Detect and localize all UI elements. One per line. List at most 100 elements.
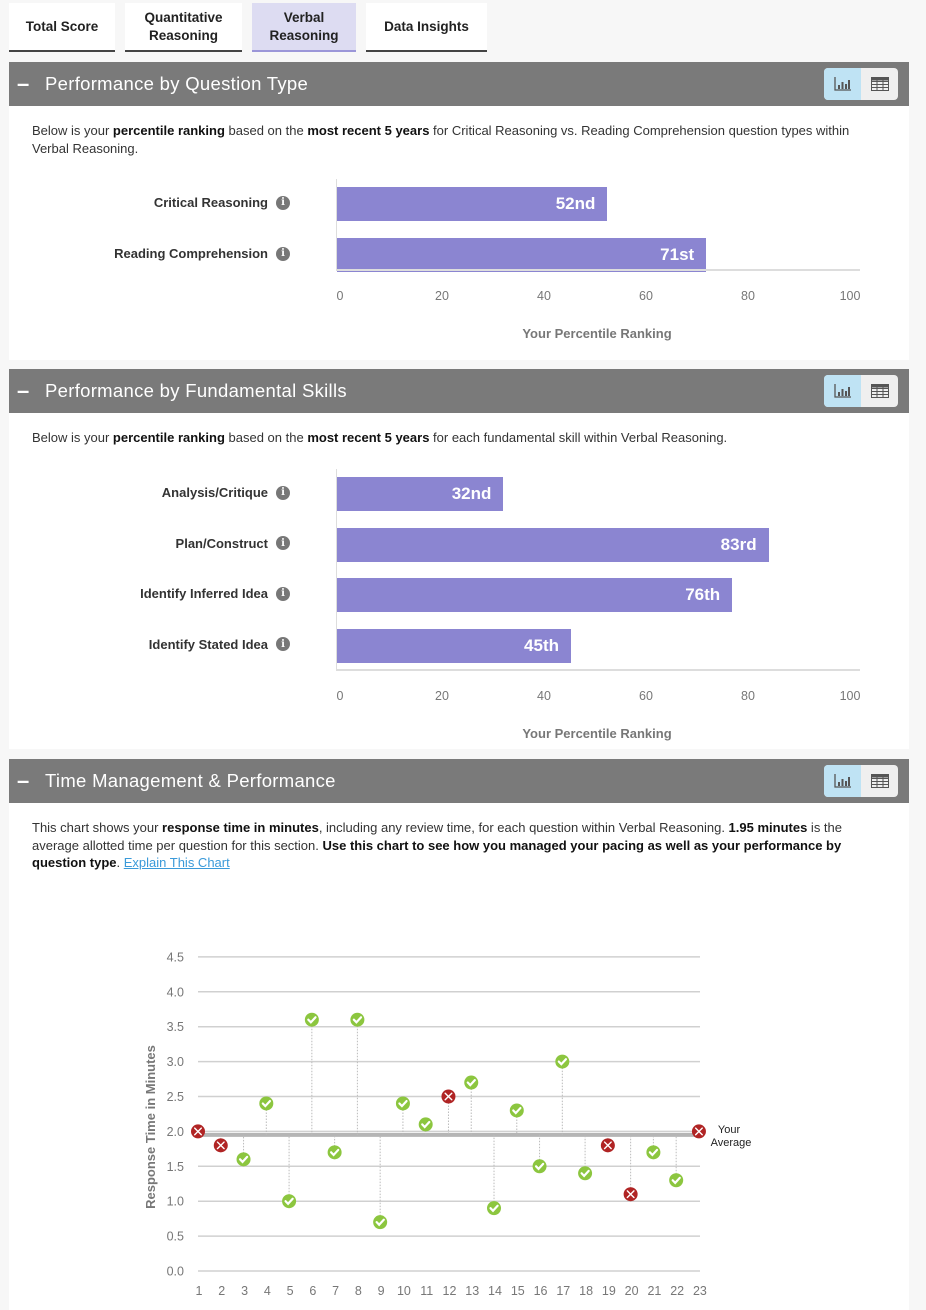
x-axis-line <box>336 269 860 271</box>
x-circle-icon[interactable] <box>441 1089 456 1104</box>
desc-text: . <box>116 855 124 870</box>
chart-view-button[interactable] <box>824 765 861 797</box>
check-circle-icon[interactable] <box>282 1194 297 1209</box>
x-tick-label: 22 <box>670 1284 684 1298</box>
table-grid-icon <box>870 77 889 91</box>
x-circle-icon[interactable] <box>213 1138 228 1153</box>
collapse-button[interactable]: – <box>17 768 30 793</box>
fundamental-skills-chart: Analysis/Critique i 32nd Plan/Construct i 83r… <box>9 369 909 749</box>
info-circle-icon[interactable]: i <box>276 485 290 500</box>
average-label: Average <box>711 1137 752 1149</box>
bar-label-text: Identify Stated Idea <box>148 636 268 652</box>
x-tick-label: 8 <box>355 1284 362 1298</box>
x-tick-label: 16 <box>534 1284 548 1298</box>
x-tick-label: 80 <box>741 289 755 303</box>
table-view-button[interactable] <box>861 68 898 100</box>
check-circle-icon[interactable] <box>373 1215 388 1230</box>
x-tick-label: 2 <box>218 1284 225 1298</box>
tab-verbal-reasoning[interactable]: Verbal Reasoning <box>252 3 356 52</box>
check-circle-icon[interactable] <box>578 1166 593 1181</box>
panel-description: This chart shows your response time in m… <box>9 803 909 872</box>
check-circle-icon[interactable] <box>532 1159 547 1174</box>
x-tick-label: 40 <box>537 289 551 303</box>
x-tick-label: 100 <box>839 289 861 303</box>
desc-bold: Use this chart to see how you managed yo… <box>32 837 842 871</box>
x-tick-label: 60 <box>639 689 653 703</box>
panel-title: Time Management & Performance <box>45 770 336 791</box>
panel-fundamental-skills: – Performance by Fundamental Skills Belo… <box>9 369 909 749</box>
x-tick-label: 0 <box>336 289 344 303</box>
desc-text: for each fundamental skill within Verbal… <box>429 430 728 445</box>
info-circle-icon[interactable]: i <box>276 246 290 261</box>
x-circle-icon[interactable] <box>191 1124 205 1139</box>
info-circle-icon[interactable]: i <box>276 586 290 601</box>
bar-label: Identify Stated Idea i <box>149 637 290 652</box>
check-circle-icon[interactable] <box>464 1075 479 1090</box>
x-tick-label: 10 <box>397 1284 411 1298</box>
info-circle-icon[interactable]: i <box>276 536 290 550</box>
check-circle-icon[interactable] <box>327 1145 342 1160</box>
x-tick-label: 7 <box>332 1284 339 1298</box>
check-circle-icon[interactable] <box>304 1012 319 1027</box>
x-tick-label: 20 <box>435 289 449 303</box>
bar: 76th <box>337 578 733 612</box>
desc-bold: percentile ranking <box>112 123 225 138</box>
panel-title: Performance by Question Type <box>45 73 309 94</box>
check-circle-icon[interactable] <box>418 1117 433 1132</box>
x-tick-label: 19 <box>602 1284 616 1298</box>
check-circle-icon[interactable] <box>395 1096 410 1111</box>
x-tick-label: 60 <box>639 289 653 303</box>
view-toggle <box>824 68 898 100</box>
check-circle-icon[interactable] <box>259 1096 274 1111</box>
collapse-button[interactable]: – <box>17 71 30 96</box>
x-axis-line <box>336 669 860 671</box>
desc-bold: most recent 5 years <box>307 123 430 138</box>
y-tick-label: 2.5 <box>167 1090 184 1104</box>
bar-chart-icon <box>833 774 851 788</box>
desc-text: based on the <box>224 123 308 138</box>
view-toggle <box>824 765 898 797</box>
check-circle-icon[interactable] <box>236 1152 251 1167</box>
section-tabs: Total Score Quantitative Reasoning Verba… <box>9 3 487 52</box>
check-circle-icon[interactable] <box>669 1173 684 1188</box>
info-circle-icon[interactable]: i <box>276 195 290 210</box>
table-view-button[interactable] <box>861 765 898 797</box>
bar-data-label: 45th <box>524 635 559 655</box>
desc-text: This chart shows your <box>32 820 163 835</box>
x-axis-title: Your Percentile Ranking <box>522 326 672 341</box>
panel-question-type: – Performance by Question Type Below is … <box>9 62 909 360</box>
x-tick-label: 17 <box>556 1284 570 1298</box>
panel-time-management: – Time Management & Performance This cha… <box>9 759 909 1310</box>
bar: 71st <box>337 238 707 272</box>
check-circle-icon[interactable] <box>555 1054 570 1069</box>
x-circle-icon[interactable] <box>691 1124 706 1139</box>
x-tick-label: 20 <box>625 1284 639 1298</box>
info-circle-icon[interactable]: i <box>276 637 290 651</box>
chart-view-button[interactable] <box>824 375 861 407</box>
bar-label-text: Plan/Construct <box>175 535 268 551</box>
tab-data-insights[interactable]: Data Insights <box>366 3 487 52</box>
y-tick-label: 2.0 <box>167 1125 184 1139</box>
bar: 45th <box>337 628 571 663</box>
x-circle-icon[interactable] <box>623 1187 638 1202</box>
x-circle-icon[interactable] <box>600 1138 615 1153</box>
x-axis-title: Your Percentile Ranking <box>522 726 672 741</box>
desc-bold: percentile ranking <box>112 430 225 445</box>
explain-chart-link[interactable]: Explain This Chart <box>123 855 230 870</box>
check-circle-icon[interactable] <box>509 1103 524 1118</box>
x-tick-label: 5 <box>287 1284 294 1298</box>
check-circle-icon[interactable] <box>487 1201 502 1216</box>
y-axis-line <box>336 469 337 669</box>
x-tick-label: 15 <box>511 1284 525 1298</box>
check-circle-icon[interactable] <box>646 1145 661 1160</box>
x-tick-label: 80 <box>741 689 755 703</box>
desc-text: Below is your <box>32 123 113 138</box>
collapse-button[interactable]: – <box>17 378 30 403</box>
panel-description: Below is your percentile ranking based o… <box>9 413 909 447</box>
chart-view-button[interactable] <box>824 68 861 100</box>
table-view-button[interactable] <box>861 375 898 407</box>
check-circle-icon[interactable] <box>350 1012 365 1027</box>
bar-label-text: Identify Inferred Idea <box>140 586 268 601</box>
tab-quantitative-reasoning[interactable]: Quantitative Reasoning <box>125 3 242 52</box>
tab-total-score[interactable]: Total Score <box>9 3 115 52</box>
